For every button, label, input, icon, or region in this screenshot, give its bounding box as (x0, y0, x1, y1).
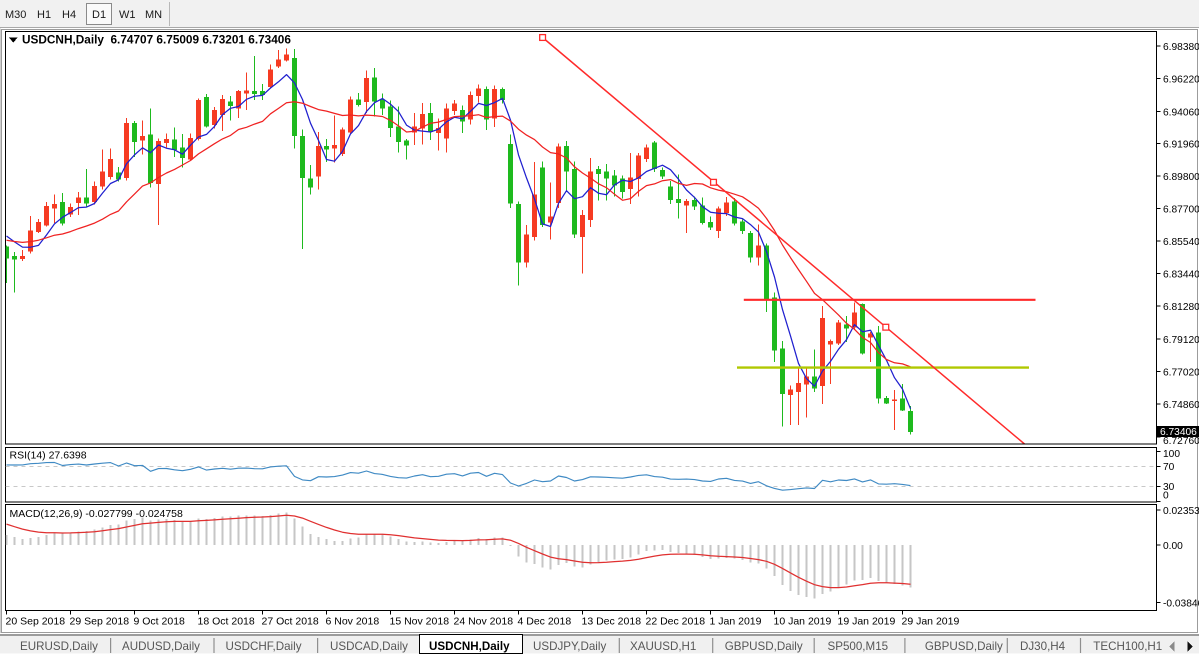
svg-text:SP500,M15: SP500,M15 (828, 640, 889, 653)
svg-text:70: 70 (1163, 462, 1175, 473)
svg-text:22 Dec 2018: 22 Dec 2018 (646, 616, 706, 628)
svg-text:29 Sep 2018: 29 Sep 2018 (70, 616, 130, 628)
svg-text:RSI(14) 27.6398: RSI(14) 27.6398 (10, 450, 87, 462)
svg-text:19 Jan 2019: 19 Jan 2019 (838, 616, 896, 628)
svg-text:18 Oct 2018: 18 Oct 2018 (198, 616, 255, 628)
svg-text:6 Nov 2018: 6 Nov 2018 (326, 616, 380, 628)
svg-text:TECH100,H1: TECH100,H1 (1093, 640, 1162, 653)
svg-text:9 Oct 2018: 9 Oct 2018 (134, 616, 186, 628)
svg-text:0.023534: 0.023534 (1163, 506, 1199, 517)
svg-text:4 Dec 2018: 4 Dec 2018 (518, 616, 572, 628)
svg-text:27 Oct 2018: 27 Oct 2018 (262, 616, 319, 628)
svg-text:100: 100 (1163, 449, 1180, 460)
svg-text:6.81280: 6.81280 (1163, 302, 1199, 313)
svg-text:13 Dec 2018: 13 Dec 2018 (582, 616, 642, 628)
svg-text:6.87700: 6.87700 (1163, 204, 1199, 215)
svg-text:6.96220: 6.96220 (1163, 75, 1199, 86)
svg-text:M30: M30 (5, 9, 26, 21)
svg-text:MACD(12,26,9) -0.027799 -0.024: MACD(12,26,9) -0.027799 -0.024758 (10, 508, 184, 520)
svg-text:6.79120: 6.79120 (1163, 335, 1199, 346)
svg-text:AUDUSD,Daily: AUDUSD,Daily (122, 640, 200, 653)
svg-text:6.72760: 6.72760 (1163, 436, 1199, 447)
svg-text:H4: H4 (62, 9, 76, 21)
svg-text:24 Nov 2018: 24 Nov 2018 (454, 616, 514, 628)
svg-text:6.74860: 6.74860 (1163, 400, 1199, 411)
svg-text:30: 30 (1163, 482, 1175, 493)
svg-text:W1: W1 (119, 9, 136, 21)
svg-text:USDCAD,Daily: USDCAD,Daily (330, 640, 408, 653)
svg-text:-0.038466: -0.038466 (1163, 598, 1199, 609)
svg-text:6.73406: 6.73406 (1160, 427, 1197, 438)
svg-text:6.98380: 6.98380 (1163, 42, 1199, 53)
svg-text:29 Jan 2019: 29 Jan 2019 (902, 616, 960, 628)
svg-text:DJ30,H4: DJ30,H4 (1020, 640, 1066, 653)
svg-text:0.00: 0.00 (1163, 541, 1183, 552)
svg-text:6.83440: 6.83440 (1163, 270, 1199, 281)
svg-text:6.91960: 6.91960 (1163, 139, 1199, 150)
svg-text:6.94060: 6.94060 (1163, 107, 1199, 118)
svg-text:USDCHF,Daily: USDCHF,Daily (226, 640, 302, 653)
svg-text:6.77020: 6.77020 (1163, 368, 1199, 379)
svg-text:10 Jan 2019: 10 Jan 2019 (774, 616, 832, 628)
svg-text:USDCNH,Daily: USDCNH,Daily (429, 640, 510, 653)
svg-text:USDJPY,Daily: USDJPY,Daily (533, 640, 606, 653)
svg-text:H1: H1 (37, 9, 51, 21)
svg-text:USDCNH,Daily 6.74707 6.75009: USDCNH,Daily 6.74707 6.75009 6.73201 6.7… (22, 33, 291, 47)
svg-text:6.89800: 6.89800 (1163, 172, 1199, 183)
svg-text:0: 0 (1163, 491, 1169, 502)
svg-text:1 Jan 2019: 1 Jan 2019 (710, 616, 762, 628)
svg-text:6.85540: 6.85540 (1163, 237, 1199, 248)
svg-text:GBPUSD,Daily: GBPUSD,Daily (725, 640, 803, 653)
svg-text:GBPUSD,Daily: GBPUSD,Daily (925, 640, 1003, 653)
svg-text:MN: MN (145, 9, 162, 21)
svg-text:EURUSD,Daily: EURUSD,Daily (20, 640, 98, 653)
svg-text:20 Sep 2018: 20 Sep 2018 (6, 616, 66, 628)
svg-text:15 Nov 2018: 15 Nov 2018 (390, 616, 450, 628)
svg-text:D1: D1 (92, 9, 106, 21)
svg-text:XAUUSD,H1: XAUUSD,H1 (630, 640, 696, 653)
